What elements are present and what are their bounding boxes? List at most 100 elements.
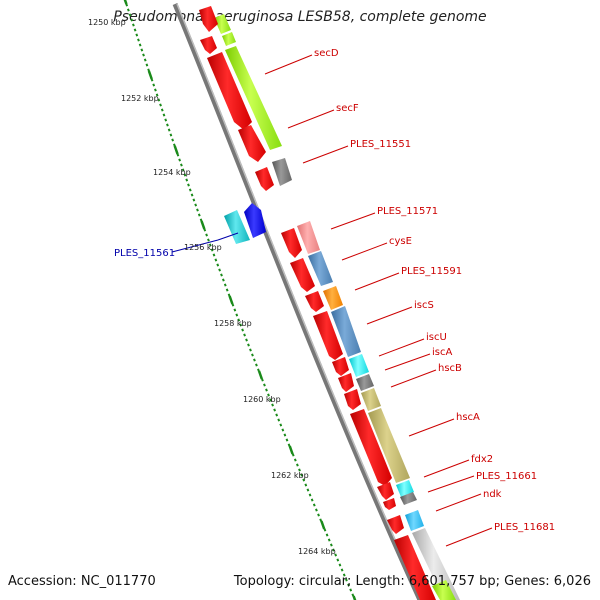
cog-block [323, 286, 343, 310]
scale-minor-tick [231, 303, 235, 307]
scale-ruler [123, 0, 357, 600]
scale-minor-tick [319, 518, 323, 522]
scale-minor-tick [277, 418, 281, 422]
scale-label: 1250 kbp [88, 18, 126, 27]
scale-minor-tick [351, 593, 355, 597]
scale-minor-tick [155, 93, 159, 97]
scale-minor-tick [283, 433, 287, 437]
scale-minor-tick [180, 163, 183, 167]
callout-line [408, 418, 455, 437]
scale-minor-tick [222, 278, 225, 282]
gene-label-fdx2: fdx2 [471, 454, 493, 465]
callout-line [354, 272, 400, 291]
scale-minor-tick [285, 438, 289, 442]
callout-line [171, 239, 219, 253]
callout-line [264, 54, 313, 75]
scale-minor-tick [196, 208, 199, 212]
scale-minor-tick [214, 258, 218, 262]
scale-minor-tick [245, 338, 248, 342]
scale-minor-tick [315, 508, 318, 512]
gene-arrow-hscA [350, 409, 392, 486]
scale-minor-tick [203, 228, 207, 232]
scale-minor-tick [267, 393, 270, 397]
gene-arrow-ndk [387, 515, 404, 534]
genome-backbone-highlight [176, 3, 423, 600]
scale-minor-tick [332, 548, 335, 552]
scale-label: 1264 kbp [298, 547, 336, 556]
scale-minor-tick [166, 123, 169, 127]
gene-label-cysE: cysE [389, 236, 412, 247]
scale-minor-tick [249, 348, 252, 352]
scale-minor-tick [181, 168, 185, 172]
cog-block-secD [225, 46, 282, 150]
callout-line [287, 109, 335, 129]
scale-minor-tick [207, 238, 210, 242]
scale-minor-tick [185, 178, 189, 182]
gene-label-hscB: hscB [438, 363, 462, 374]
scale-minor-tick [237, 318, 241, 322]
scale-minor-tick [312, 503, 316, 507]
scale-minor-tick [187, 183, 190, 187]
scale-minor-tick [150, 78, 154, 82]
scale-labels: 1250 kbp 1252 kbp 1254 kbp 1256 kbp 1258… [88, 18, 336, 556]
cog-block [349, 354, 369, 377]
gene-arrow-cysE [290, 258, 315, 292]
scale-minor-tick [340, 568, 344, 572]
scale-minor-tick [310, 498, 314, 502]
scale-minor-tick [273, 408, 276, 412]
scale-minor-tick [325, 533, 329, 537]
scale-minor-tick [194, 203, 198, 207]
scale-minor-tick [233, 308, 237, 312]
scale-minor-tick [239, 323, 243, 327]
scale-minor-tick [306, 488, 310, 492]
cog-track [214, 14, 460, 600]
scale-minor-tick [261, 378, 264, 382]
scale-label: 1258 kbp [214, 319, 252, 328]
gene-label-PLES_11661: PLES_11661 [476, 471, 537, 482]
scale-minor-tick [143, 58, 147, 62]
scale-minor-tick [227, 293, 231, 297]
callout-line [435, 493, 482, 512]
scale-minor-tick [323, 528, 327, 532]
callout-line [378, 338, 425, 357]
gene-label-iscU: iscU [426, 332, 447, 343]
scale-minor-tick [225, 288, 229, 292]
callout-line [330, 212, 376, 230]
callout-line [384, 353, 431, 371]
scale-minor-tick [338, 563, 342, 567]
callout-line [427, 475, 475, 493]
scale-minor-tick [140, 48, 144, 52]
gene-label-iscS: iscS [414, 300, 434, 311]
scale-minor-tick [223, 283, 227, 287]
scale-minor-tick [300, 473, 303, 477]
scale-minor-tick [152, 83, 156, 87]
gene-labels: secD secF PLES_11551 PLES_11561 PLES_115… [114, 48, 555, 547]
scale-minor-tick [269, 398, 272, 402]
gene-label-secD: secD [314, 48, 339, 59]
gene-label-hscA: hscA [456, 412, 480, 423]
cog-block [308, 251, 333, 286]
gene-label-PLES_11591: PLES_11591 [401, 266, 462, 277]
scale-minor-tick [336, 558, 340, 562]
cog-block [412, 528, 460, 600]
callout-line [217, 232, 239, 241]
scale-minor-tick [160, 108, 164, 112]
cog-block [400, 492, 417, 505]
scale-minor-tick [142, 53, 145, 57]
scale-minor-tick [167, 128, 171, 132]
scale-minor-tick [334, 553, 338, 557]
scale-minor-tick [327, 538, 331, 542]
gene-arrow-PLES_11571 [281, 228, 302, 258]
cog-block [405, 510, 424, 531]
scale-major-tick [257, 370, 264, 380]
scale-minor-tick [218, 268, 221, 272]
scale-minor-tick [235, 313, 239, 317]
scale-minor-tick [178, 158, 182, 162]
cog-block [214, 14, 231, 34]
scale-minor-tick [263, 383, 266, 387]
scale-minor-tick [251, 353, 254, 357]
scale-minor-tick [128, 13, 132, 17]
scale-minor-tick [298, 468, 301, 472]
scale-minor-tick [281, 428, 285, 432]
